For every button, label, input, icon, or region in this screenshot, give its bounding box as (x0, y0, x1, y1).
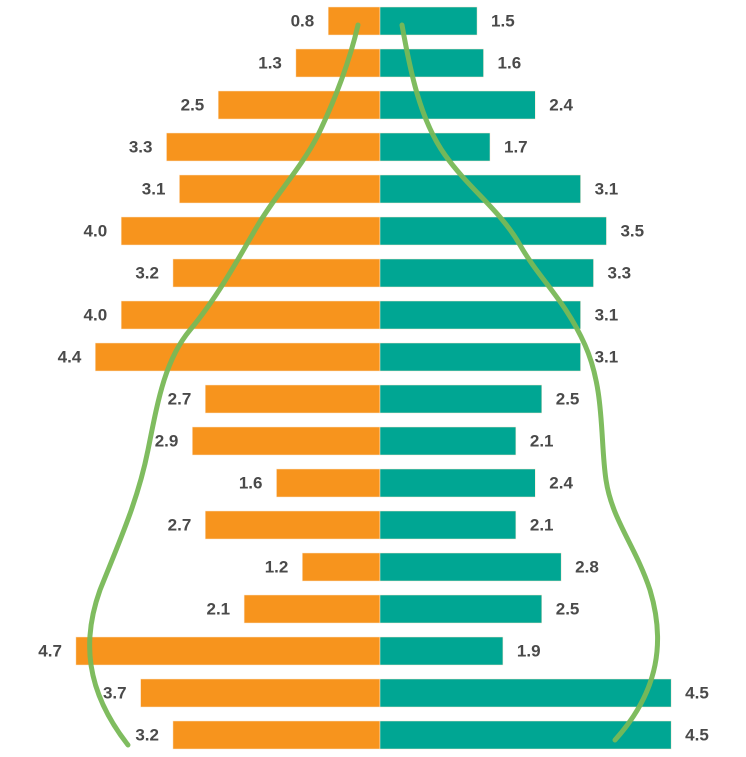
data-label: 0.8 (291, 11, 315, 30)
data-label: 4.0 (84, 221, 108, 240)
bar (243, 594, 381, 624)
bar (379, 594, 542, 624)
bar (379, 6, 478, 36)
bar (379, 510, 517, 540)
data-label: 3.1 (595, 305, 619, 324)
bar (192, 426, 381, 456)
annotation-curve (87, 22, 361, 748)
data-label: 2.1 (530, 431, 554, 450)
bar (379, 426, 517, 456)
data-label: 3.3 (608, 263, 632, 282)
data-label: 3.3 (129, 137, 153, 156)
bar (379, 300, 581, 330)
bar (172, 720, 381, 750)
bar (276, 468, 381, 498)
data-label: 4.5 (685, 683, 709, 702)
bar (166, 132, 381, 162)
bar (302, 552, 381, 582)
bar (379, 678, 672, 708)
bar (379, 384, 542, 414)
data-label: 3.2 (135, 263, 159, 282)
bar (379, 342, 581, 372)
bar (75, 636, 381, 666)
data-label: 2.4 (549, 95, 573, 114)
data-label: 2.5 (181, 95, 205, 114)
data-label: 4.0 (84, 305, 108, 324)
data-label: 1.5 (491, 11, 515, 30)
bar (295, 48, 381, 78)
bar (379, 258, 594, 288)
plot-area: 0.8 1.3 2.5 3.3 3.1 4.0 3.2 4.0 4.4 2.7 2.9 1.6 2.7 1… (37, 6, 710, 750)
data-label: 3.1 (595, 179, 619, 198)
data-label: 2.9 (155, 431, 179, 450)
bar (120, 300, 381, 330)
data-label: 2.5 (556, 599, 580, 618)
bar (218, 90, 381, 120)
bar (379, 468, 536, 498)
bar (95, 342, 381, 372)
data-label: 4.7 (38, 641, 62, 660)
data-label: 2.4 (549, 473, 573, 492)
bar (205, 384, 381, 414)
data-label: 4.4 (58, 347, 82, 366)
data-label: 1.2 (265, 557, 289, 576)
data-label: 1.6 (498, 53, 522, 72)
bar (140, 678, 381, 708)
data-label: 2.8 (575, 557, 599, 576)
bar (379, 90, 536, 120)
bar (120, 216, 381, 246)
bar (379, 48, 484, 78)
bar (379, 552, 562, 582)
data-label: 3.7 (103, 683, 127, 702)
bar (205, 510, 381, 540)
data-label: 1.7 (504, 137, 528, 156)
data-label: 3.2 (135, 725, 159, 744)
bar (172, 258, 381, 288)
data-label: 3.1 (142, 179, 166, 198)
bar (379, 636, 504, 666)
data-label: 2.7 (168, 389, 192, 408)
data-label: 3.1 (595, 347, 619, 366)
data-label: 3.5 (620, 221, 644, 240)
annotation-curve (399, 22, 661, 743)
data-label: 1.6 (239, 473, 263, 492)
data-label: 2.5 (556, 389, 580, 408)
data-label: 1.9 (517, 641, 541, 660)
bar (327, 6, 381, 36)
data-label: 2.7 (168, 515, 192, 534)
data-label: 4.5 (685, 725, 709, 744)
data-label: 2.1 (530, 515, 554, 534)
data-label: 1.3 (258, 53, 282, 72)
data-label: 2.1 (206, 599, 230, 618)
bar (379, 216, 607, 246)
